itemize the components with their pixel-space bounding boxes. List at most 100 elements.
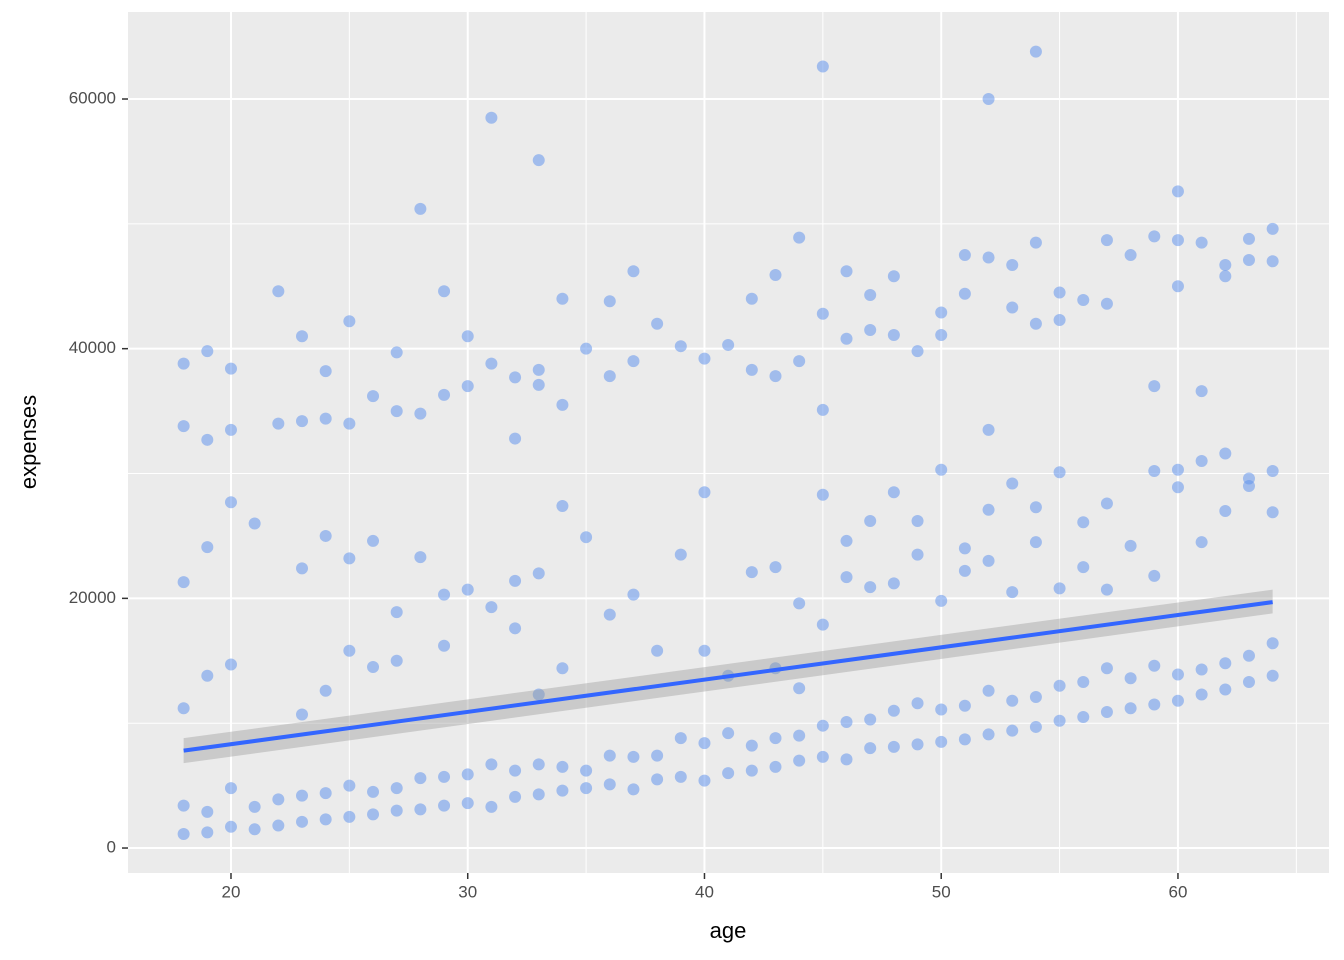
point [816, 307, 829, 320]
point [1148, 465, 1161, 478]
point [580, 342, 593, 355]
point [1029, 317, 1042, 330]
point [864, 514, 877, 527]
point [603, 608, 616, 621]
point [1029, 45, 1042, 58]
point [935, 306, 948, 319]
point [296, 815, 309, 828]
point [864, 742, 877, 755]
point [958, 249, 971, 262]
point [319, 787, 332, 800]
point [1195, 536, 1208, 549]
trend-line [183, 600, 1273, 753]
point [343, 417, 356, 430]
point [958, 733, 971, 746]
point [1171, 668, 1184, 681]
point [532, 378, 545, 391]
point [1148, 569, 1161, 582]
point [1219, 259, 1232, 272]
point [816, 403, 829, 416]
point [1053, 582, 1066, 595]
point [1171, 280, 1184, 293]
point [1077, 675, 1090, 688]
point [201, 669, 214, 682]
x-tick-label: 40 [695, 882, 714, 901]
point [651, 317, 664, 330]
point [627, 750, 640, 763]
point [248, 517, 261, 530]
point [887, 328, 900, 341]
point [793, 682, 806, 695]
point [390, 782, 403, 795]
point [343, 779, 356, 792]
point [674, 770, 687, 783]
point [1148, 380, 1161, 393]
point [367, 390, 380, 403]
point [556, 292, 569, 305]
point [1006, 259, 1019, 272]
point [1242, 232, 1255, 245]
point [745, 739, 758, 752]
point [674, 548, 687, 561]
point [911, 345, 924, 358]
point [722, 727, 735, 740]
point [1266, 255, 1279, 268]
point [224, 362, 237, 375]
point [1195, 663, 1208, 676]
point [390, 606, 403, 619]
point [296, 708, 309, 721]
point [982, 251, 995, 264]
point [1171, 694, 1184, 707]
point [224, 820, 237, 833]
point [1148, 659, 1161, 672]
point [1053, 286, 1066, 299]
point [438, 388, 451, 401]
point [556, 784, 569, 797]
point [840, 571, 853, 584]
point [864, 289, 877, 302]
point [319, 412, 332, 425]
point [414, 772, 427, 785]
point [982, 554, 995, 567]
point [272, 417, 285, 430]
point [1266, 637, 1279, 650]
point [935, 463, 948, 476]
point [343, 552, 356, 565]
point [532, 688, 545, 701]
point [816, 618, 829, 631]
point [816, 719, 829, 732]
point [1053, 679, 1066, 692]
point [1124, 249, 1137, 262]
point [698, 774, 711, 787]
point [485, 758, 498, 771]
point [864, 323, 877, 336]
point [1195, 688, 1208, 701]
point [319, 365, 332, 378]
point [177, 702, 190, 715]
point [580, 531, 593, 544]
point [248, 800, 261, 813]
point [224, 423, 237, 436]
point [769, 732, 782, 745]
point [1171, 234, 1184, 247]
point [1219, 504, 1232, 517]
point [509, 432, 522, 445]
point [1171, 463, 1184, 476]
point [390, 654, 403, 667]
point [556, 398, 569, 411]
point [1219, 447, 1232, 460]
point [769, 760, 782, 773]
point [1077, 710, 1090, 723]
point [367, 785, 380, 798]
point [272, 285, 285, 298]
point [745, 292, 758, 305]
point [887, 740, 900, 753]
point [414, 407, 427, 420]
point [1029, 690, 1042, 703]
point [911, 738, 924, 751]
point [958, 287, 971, 300]
point [485, 601, 498, 614]
point [1006, 586, 1019, 599]
point [1006, 724, 1019, 737]
